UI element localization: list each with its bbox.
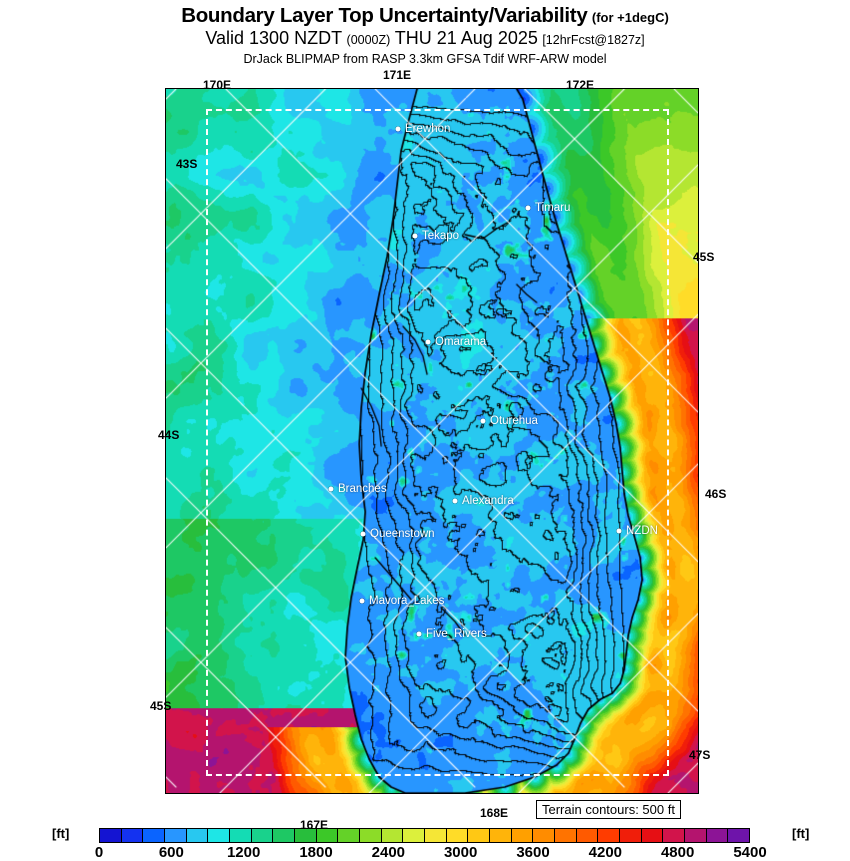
colorbar-swatches	[99, 828, 750, 843]
colorbar-tick-1800: 1800	[299, 844, 333, 861]
colorbar-swatch-2	[143, 829, 166, 842]
colorbar-swatch-26	[663, 829, 686, 842]
colorbar-swatch-1	[121, 829, 144, 842]
valid-date: THU 21 Aug 2025	[394, 27, 538, 48]
colorbar-swatch-13	[381, 829, 404, 842]
page-title: Boundary Layer Top Uncertainty/Variabili…	[0, 5, 850, 27]
colorbar-tick-1200: 1200	[226, 844, 261, 861]
valid-utc-time: (0000Z)	[346, 32, 391, 47]
colorbar-tick-600: 600	[158, 844, 184, 861]
colorbar-swatch-4	[186, 829, 209, 842]
colorbar-tick-4200: 4200	[588, 844, 623, 861]
colorbar-tick-3600: 3600	[516, 844, 550, 861]
colorbar-swatch-23	[598, 829, 621, 842]
colorbar-swatch-27	[685, 829, 707, 842]
colorbar-swatch-21	[555, 829, 577, 842]
colorbar-swatch-29	[728, 829, 750, 842]
colorbar-swatch-6	[230, 829, 252, 842]
colorbar-swatch-15	[425, 829, 447, 842]
map-raster	[166, 89, 698, 793]
colorbar-swatch-20	[533, 829, 556, 842]
colorbar-unit-left: [ft]	[52, 826, 70, 841]
graticule-label-172e: 172E	[566, 78, 595, 92]
colorbar-tick-0: 0	[94, 844, 104, 861]
colorbar-tick-3000: 3000	[443, 844, 478, 861]
colorbar-unit-right: [ft]	[792, 826, 810, 841]
colorbar-swatch-17	[468, 829, 491, 842]
colorbar-tick-2400: 2400	[371, 844, 406, 861]
colorbar-swatch-22	[576, 829, 599, 842]
valid-local-time: Valid 1300 NZDT	[205, 27, 343, 48]
graticule-label-43s: 43S	[176, 157, 198, 171]
colorbar-swatch-5	[208, 829, 231, 842]
colorbar-swatch-25	[641, 829, 664, 842]
colorbar-swatch-16	[446, 829, 469, 842]
graticule-label-45s: 45S	[150, 699, 172, 713]
terrain-contour-note: Terrain contours: 500 ft	[536, 800, 681, 819]
colorbar-swatch-18	[490, 829, 512, 842]
graticule-label-47s: 47S	[689, 748, 711, 762]
title-main: Boundary Layer Top Uncertainty/Variabili…	[181, 4, 588, 27]
colorbar-tick-4800: 4800	[660, 844, 695, 861]
colorbar-swatch-9	[295, 829, 317, 842]
colorbar-swatch-12	[360, 829, 382, 842]
colorbar-swatch-19	[511, 829, 534, 842]
graticule-label-46s: 46S	[705, 487, 727, 501]
forecast-stamp: [12hrFcst@1827z]	[542, 32, 645, 47]
forecast-map[interactable]	[165, 88, 699, 794]
title-suffix: (for +1degC)	[591, 10, 669, 25]
valid-time-line: Valid 1300 NZDT (0000Z) THU 21 Aug 2025 …	[0, 27, 850, 49]
model-source-line: DrJack BLIPMAP from RASP 3.3km GFSA Tdif…	[243, 51, 607, 66]
colorbar: [ft] [ft] 0 600 1200 1800 2400 3000 3600 4200 48…	[0, 824, 850, 861]
colorbar-tick-5400: 5400	[733, 844, 767, 861]
colorbar-swatch-28	[706, 829, 729, 842]
colorbar-swatch-0	[100, 829, 122, 842]
colorbar-swatch-24	[620, 829, 642, 842]
graticule-label-170e: 170E	[203, 78, 232, 92]
graticule-label-171e: 171E	[383, 68, 412, 82]
graticule-label-168e: 168E	[480, 806, 509, 820]
colorbar-swatch-8	[273, 829, 296, 842]
colorbar-swatch-11	[338, 829, 361, 842]
colorbar-swatch-14	[403, 829, 426, 842]
chart-header: Boundary Layer Top Uncertainty/Variabili…	[0, 0, 850, 66]
colorbar-swatch-10	[316, 829, 339, 842]
colorbar-swatch-3	[165, 829, 187, 842]
graticule-label-44s: 44S	[158, 428, 180, 442]
colorbar-swatch-7	[251, 829, 274, 842]
graticule-label-45s: 45S	[693, 250, 715, 264]
